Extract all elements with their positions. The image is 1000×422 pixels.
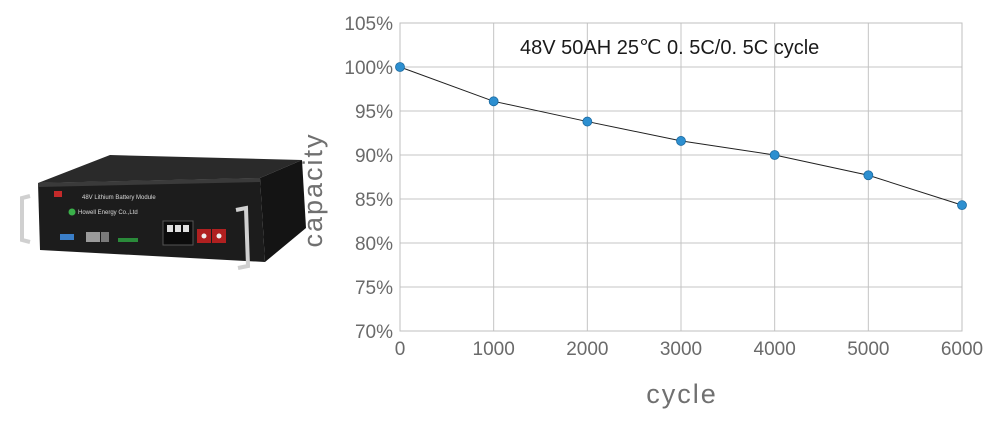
right-handle bbox=[235, 205, 251, 270]
y-axis-label: capacity bbox=[298, 132, 328, 247]
data-point bbox=[395, 62, 405, 72]
data-point bbox=[488, 96, 499, 107]
data-point bbox=[582, 116, 593, 127]
grid bbox=[399, 22, 963, 332]
y-tick-label: 70% bbox=[355, 322, 393, 343]
left-handle bbox=[20, 194, 31, 244]
x-tick-label: 6000 bbox=[941, 339, 983, 360]
series bbox=[395, 62, 967, 211]
y-tick-label: 80% bbox=[355, 234, 393, 255]
battery-module-photo: 48V Lithium Battery Module Howell Energy… bbox=[20, 155, 306, 270]
brand-logo bbox=[68, 208, 76, 216]
module-label: 48V Lithium Battery Module bbox=[82, 195, 156, 201]
data-point bbox=[863, 170, 874, 181]
x-axis-ticks: 0 1000 2000 3000 4000 5000 6000 bbox=[395, 339, 983, 360]
plot-frame bbox=[399, 22, 963, 332]
dip-switch bbox=[60, 234, 74, 240]
x-axis-label: cycle bbox=[646, 379, 718, 409]
brand-label: Howell Energy Co.,Ltd bbox=[78, 210, 138, 216]
data-point bbox=[769, 150, 780, 160]
status-led-strip bbox=[118, 238, 138, 242]
data-point bbox=[957, 200, 967, 211]
y-axis-ticks: 70% 75% 80% 85% 90% 95% 100% 105% bbox=[344, 14, 393, 343]
y-tick-label: 75% bbox=[355, 278, 393, 299]
power-button bbox=[54, 191, 62, 197]
rj45-port-2 bbox=[101, 232, 109, 242]
y-tick-label: 100% bbox=[344, 58, 393, 79]
y-tick-label: 85% bbox=[355, 190, 393, 211]
x-tick-label: 5000 bbox=[847, 339, 889, 360]
y-tick-label: 95% bbox=[355, 102, 393, 123]
data-point bbox=[676, 136, 686, 146]
y-tick-label: 90% bbox=[355, 146, 393, 167]
chart-title: 48V 50AH 25℃ 0. 5C/0. 5C cycle bbox=[520, 37, 819, 59]
x-tick-label: 2000 bbox=[566, 339, 608, 360]
rj45-port bbox=[86, 232, 100, 242]
x-tick-label: 1000 bbox=[473, 339, 515, 360]
x-tick-label: 3000 bbox=[660, 339, 702, 360]
x-tick-label: 0 bbox=[395, 339, 406, 360]
x-tick-label: 4000 bbox=[754, 339, 796, 360]
y-tick-label: 105% bbox=[344, 14, 393, 35]
